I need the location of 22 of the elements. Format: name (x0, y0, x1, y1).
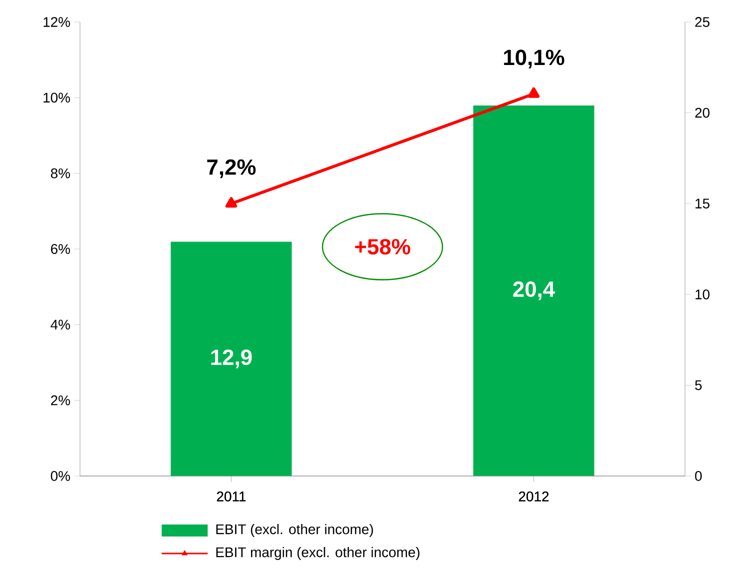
legend-label: EBIT (excl. other income) (216, 524, 373, 537)
y2-tick-label: 25 (695, 17, 710, 27)
y2-tick-label: 5 (695, 380, 702, 390)
y-tick-label: 6% (51, 244, 70, 254)
y-tick-label: 4% (50, 320, 70, 330)
y-tick-label: 2% (51, 395, 70, 406)
x-tick-label: 2012 (518, 492, 549, 502)
y2-tick-label: 0 (695, 471, 702, 481)
y2-tick-label: 15 (696, 198, 710, 208)
y-tick-label: 8% (50, 168, 70, 178)
data-label: 20,4 (513, 281, 555, 300)
y-tick-label: 0% (50, 471, 70, 481)
legend-label: EBIT margin (excl. other income) (216, 546, 420, 560)
y2-tick-label: 20 (695, 108, 710, 118)
data-label: 7,2% (207, 159, 256, 178)
x-tick-label: 2011 (216, 492, 246, 502)
data-label: 10,1% (504, 50, 564, 68)
annotation: +58% (355, 238, 410, 254)
y-tick-label: 12% (44, 17, 70, 27)
data-label: 12,9 (211, 350, 252, 368)
y-tick-label: 10% (44, 92, 70, 103)
y2-tick-label: 10 (696, 289, 710, 300)
